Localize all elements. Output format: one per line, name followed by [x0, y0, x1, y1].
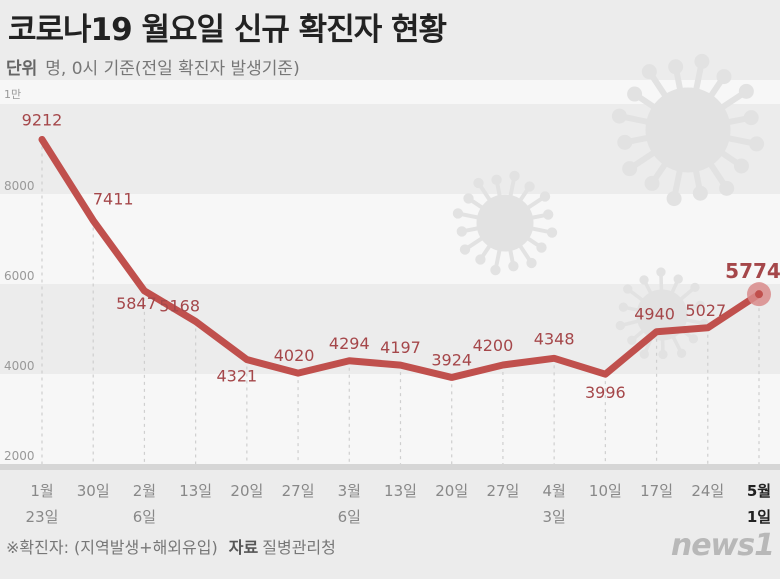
- data-label: 5774: [725, 259, 780, 283]
- data-point: [448, 374, 455, 381]
- data-label: 7411: [93, 190, 134, 209]
- data-label: 3996: [585, 383, 626, 402]
- y-tick-label: 2000: [4, 449, 35, 463]
- x-tick-label: 27일: [486, 482, 519, 500]
- x-tick-label: 20일: [230, 482, 263, 500]
- x-tick-label: 20일: [435, 482, 468, 500]
- data-label: 4940: [634, 305, 675, 324]
- y-tick-label: 4000: [4, 359, 35, 373]
- data-point: [295, 370, 302, 377]
- x-tick-label-line2: 23일: [26, 508, 59, 526]
- virus-icon: [452, 170, 558, 276]
- data-point: [346, 357, 353, 364]
- x-tick-label: 2월: [133, 482, 156, 500]
- x-tick-label: 10일: [589, 482, 622, 500]
- y-tick-label: 8000: [4, 179, 35, 193]
- y-tick-label: 1만: [4, 88, 21, 101]
- data-point: [653, 328, 660, 335]
- data-point: [90, 217, 97, 224]
- unit-text: 명, 0시 기준(전일 확진자 발생기준): [45, 59, 300, 79]
- data-point: [602, 371, 609, 378]
- data-point: [397, 362, 404, 369]
- unit-label: 단위: [6, 59, 38, 79]
- data-label: 4200: [473, 336, 514, 355]
- data-label: 5027: [685, 301, 726, 320]
- y-axis-ticks: 1만 8000 6000 4000 2000: [4, 88, 35, 463]
- x-tick-label: 13일: [179, 482, 212, 500]
- chart-title: 코로나19 월요일 신규 확진자 현황: [8, 12, 447, 48]
- data-label: 3924: [431, 350, 472, 369]
- data-label: 4321: [216, 367, 257, 386]
- x-tick-label: 17일: [640, 482, 673, 500]
- data-point: [704, 324, 711, 331]
- x-tick-label: 30일: [77, 482, 110, 500]
- virus-decorations: [452, 53, 765, 360]
- vertical-guides: [41, 139, 760, 464]
- source-name: 질병관리청: [262, 538, 336, 557]
- series-line: [38, 135, 771, 381]
- x-tick-label: 24일: [691, 482, 724, 500]
- x-tick-label-line2: 3일: [542, 508, 565, 526]
- x-tick-label-line2: 1일: [747, 508, 771, 526]
- x-tick-label-line2: 6일: [338, 508, 361, 526]
- data-point: [39, 136, 45, 143]
- x-tick-label: 5월: [747, 482, 771, 500]
- y-tick-label: 6000: [4, 269, 35, 283]
- data-label: 9212: [22, 110, 63, 129]
- data-label: 4197: [380, 338, 421, 357]
- data-point: [243, 356, 250, 363]
- x-tick-label-line2: 6일: [133, 508, 156, 526]
- x-tick-label: 27일: [282, 482, 315, 500]
- x-tick-label: 1월: [30, 482, 53, 500]
- virus-icon: [611, 53, 765, 207]
- data-labels: 9212 7411 5847 5168 4321 4020 4294 4197 39244200…: [22, 110, 780, 402]
- data-label: 4020: [274, 346, 315, 365]
- data-label: 5847: [116, 294, 157, 313]
- unit-note: 단위 명, 0시 기준(전일 확진자 발생기준): [6, 54, 300, 79]
- data-label: 5168: [159, 296, 200, 315]
- footer-note: ※확진자: (지역발생+해외유입) 자료 질병관리청: [6, 534, 336, 558]
- x-axis-bar: [0, 464, 780, 470]
- x-tick-label: 3월: [338, 482, 361, 500]
- line-chart: 1만 8000 6000 4000 2000 1월 23일 30일 2월 6일 13일 20일 27일…: [0, 53, 780, 526]
- data-point: [551, 355, 558, 362]
- data-point: [141, 287, 148, 294]
- data-label: 4348: [534, 329, 575, 348]
- news1-logo: news1: [670, 528, 775, 563]
- footer-definition: ※확진자: (지역발생+해외유입): [6, 538, 218, 557]
- source-label: 자료: [228, 538, 259, 557]
- data-point: [499, 362, 506, 368]
- x-tick-label: 13일: [384, 482, 417, 500]
- data-label: 4294: [329, 334, 370, 353]
- x-tick-label: 4월: [542, 482, 565, 500]
- highlight-dot: [755, 290, 763, 299]
- x-axis-ticks: 1월 23일 30일 2월 6일 13일 20일 27일 3월 6일 13일 20일 27일 4월 3일 10…: [26, 482, 772, 526]
- data-point: [192, 318, 199, 325]
